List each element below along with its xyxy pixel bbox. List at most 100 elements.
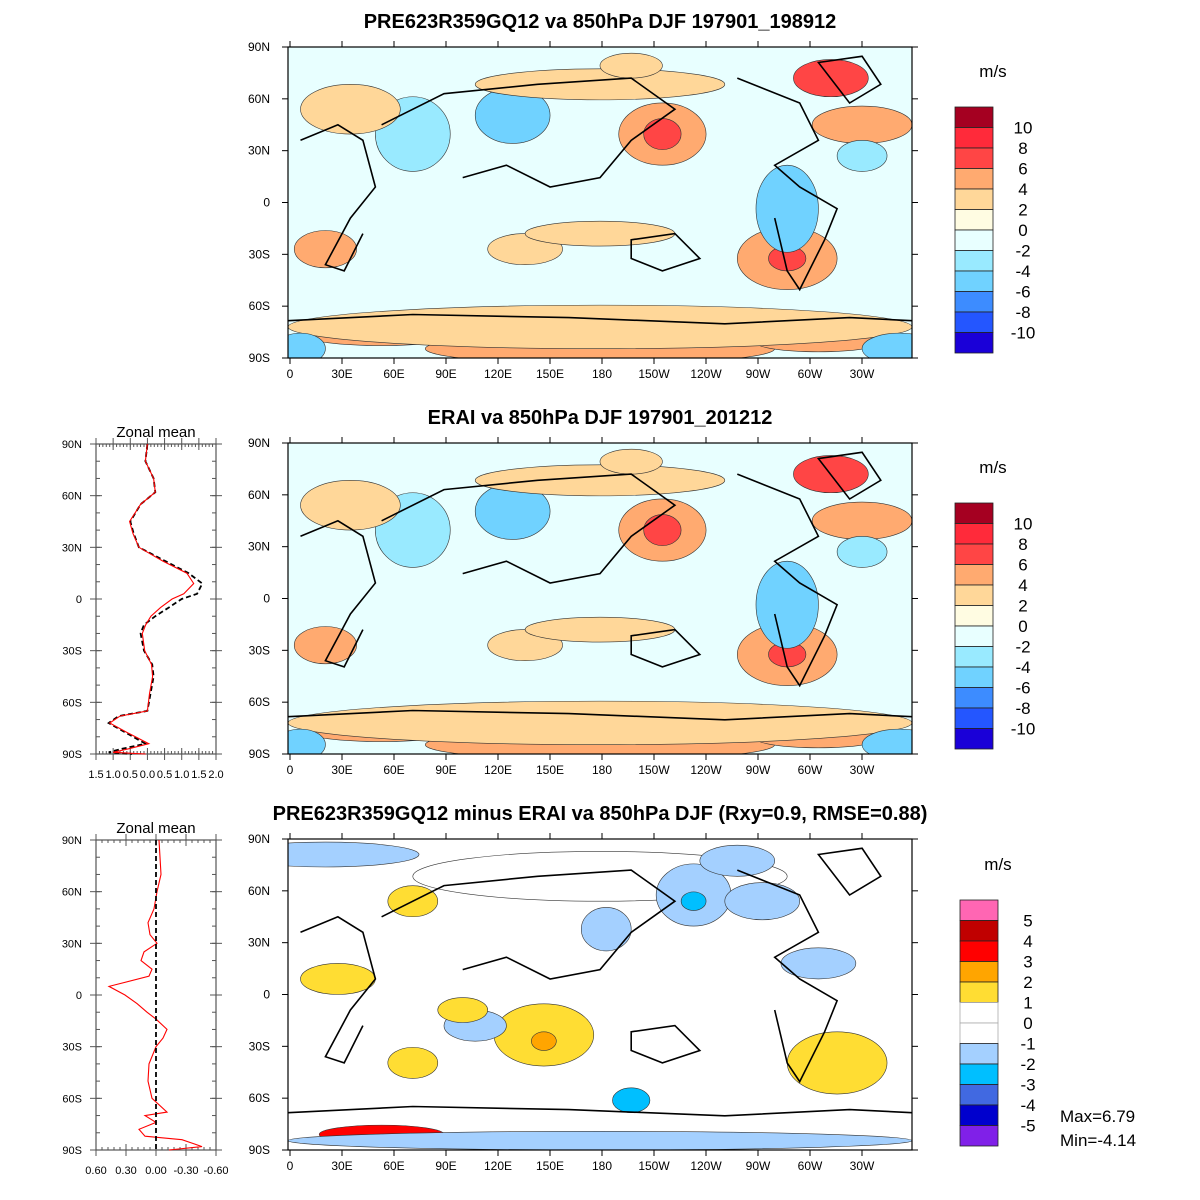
- contour-region: [437, 997, 488, 1023]
- lon-label: 90W: [746, 367, 771, 381]
- contour-region: [288, 728, 326, 754]
- lon-label: 90E: [435, 367, 456, 381]
- colorbar-label: 6: [1018, 160, 1027, 179]
- colorbar-label: -1: [1020, 1035, 1035, 1054]
- lat-label: 60N: [248, 92, 270, 106]
- zonal-lat-label: 0: [76, 594, 82, 606]
- colorbar-swatch: [954, 687, 994, 709]
- contour-region: [293, 230, 357, 269]
- colorbar-swatch: [959, 920, 999, 942]
- coastline: [288, 1105, 912, 1117]
- lon-label: 60E: [383, 763, 404, 777]
- lon-label: 30E: [331, 367, 352, 381]
- coastline: [381, 473, 677, 584]
- lat-label: 90S: [249, 1143, 270, 1157]
- lon-label: 90W: [746, 1159, 771, 1173]
- colorbar-swatch: [954, 502, 994, 524]
- colorbar-swatch: [954, 625, 994, 647]
- zonal-x-label: 0.00: [145, 1165, 166, 1177]
- contour-region: [699, 844, 776, 877]
- colorbar-swatch: [959, 1022, 999, 1044]
- zonal-lat-label: 60N: [62, 887, 82, 899]
- lon-label: 0: [287, 1159, 294, 1173]
- lat-label: 0: [263, 988, 270, 1002]
- lon-label: 60W: [798, 1159, 823, 1173]
- contour-region: [300, 84, 401, 135]
- colorbar-swatch: [954, 564, 994, 586]
- zonal-lat-label: 60S: [62, 697, 82, 709]
- colorbar-swatch: [954, 250, 994, 272]
- colorbar-label: 0: [1023, 1014, 1032, 1033]
- panel-1-title: PRE623R359GQ12 va 850hPa DJF 197901_1989…: [364, 11, 837, 33]
- contour-fill: [288, 47, 912, 358]
- max-stat: Max=6.79: [1060, 1107, 1135, 1126]
- contour-region: [474, 68, 726, 101]
- contour-region: [836, 140, 888, 172]
- contour-region: [599, 52, 663, 79]
- panel-2-title: ERAI va 850hPa DJF 197901_201212: [428, 407, 773, 429]
- zonal-x-label: -0.30: [173, 1165, 198, 1177]
- zonal-lat-label: 90N: [62, 439, 82, 451]
- lon-label: 0: [287, 367, 294, 381]
- colorbar-swatch: [959, 1125, 999, 1147]
- lat-label: 30S: [249, 643, 270, 657]
- zonal-lat-label: 90N: [62, 835, 82, 847]
- colorbar-swatch: [959, 1002, 999, 1024]
- zonal-mean-title: Zonal mean: [116, 820, 195, 837]
- lon-label: 30E: [331, 763, 352, 777]
- colorbar-swatch: [959, 1104, 999, 1126]
- colorbar-label: -4: [1015, 658, 1030, 677]
- colorbar-label: -6: [1015, 283, 1030, 302]
- colorbar-3: m/s 54 32 10 -1-2 -3-4 -5: [959, 855, 1036, 1147]
- lon-label: 30E: [331, 1159, 352, 1173]
- colorbar-label: 10: [1014, 515, 1033, 534]
- lat-label: 30N: [248, 144, 270, 158]
- coastline: [816, 55, 882, 105]
- lat-label: 60S: [249, 299, 270, 313]
- lon-label: 150E: [536, 1159, 564, 1173]
- lon-label: 30W: [850, 1159, 875, 1173]
- colorbar-label: 8: [1018, 139, 1027, 158]
- coastline: [300, 915, 377, 1064]
- lon-label: 120W: [690, 763, 722, 777]
- coastline: [630, 628, 702, 668]
- colorbar-label: -4: [1020, 1096, 1035, 1115]
- colorbar-swatch: [954, 291, 994, 313]
- coastline: [737, 473, 839, 688]
- map-panel-3: 90N 60N 30N 0 30S 60S 90S 0 30E 60E 90E 120E 150E 180…: [248, 832, 918, 1173]
- lat-label: 90N: [248, 832, 270, 846]
- colorbar-swatch: [954, 127, 994, 149]
- colorbar-label: -5: [1020, 1117, 1035, 1136]
- lat-label: 30S: [249, 247, 270, 261]
- lat-label: 60S: [249, 695, 270, 709]
- colorbar-unit: m/s: [979, 458, 1006, 477]
- contour-fill: [288, 443, 912, 754]
- contour-region: [861, 332, 912, 358]
- zonal-x-label: -0.60: [203, 1165, 228, 1177]
- colorbar-label: 1: [1023, 994, 1032, 1013]
- coastline: [300, 519, 377, 668]
- lat-label: 0: [263, 592, 270, 606]
- lon-label: 90E: [435, 763, 456, 777]
- lon-label: 30W: [850, 367, 875, 381]
- zonal-x-label: 0.30: [115, 1165, 136, 1177]
- model-zonal-mean-line: [107, 839, 203, 1151]
- colorbar-swatch: [954, 707, 994, 729]
- zonal-x-label: 1.0: [105, 769, 120, 781]
- colorbar-label: 4: [1018, 180, 1027, 199]
- colorbar-swatch: [954, 523, 994, 545]
- colorbar-label: 0: [1018, 617, 1027, 636]
- contour-region: [531, 1031, 557, 1051]
- lon-label: 180: [592, 1159, 612, 1173]
- lon-label: 90E: [435, 1159, 456, 1173]
- coastline: [737, 869, 839, 1084]
- lon-label: 120E: [484, 367, 512, 381]
- contour-region: [811, 105, 912, 144]
- colorbar-swatch: [954, 229, 994, 251]
- lon-label: 60E: [383, 367, 404, 381]
- colorbar-label: 5: [1023, 912, 1032, 931]
- plot-frame: [95, 443, 217, 755]
- lon-label: 120W: [690, 1159, 722, 1173]
- contour-region: [780, 947, 857, 980]
